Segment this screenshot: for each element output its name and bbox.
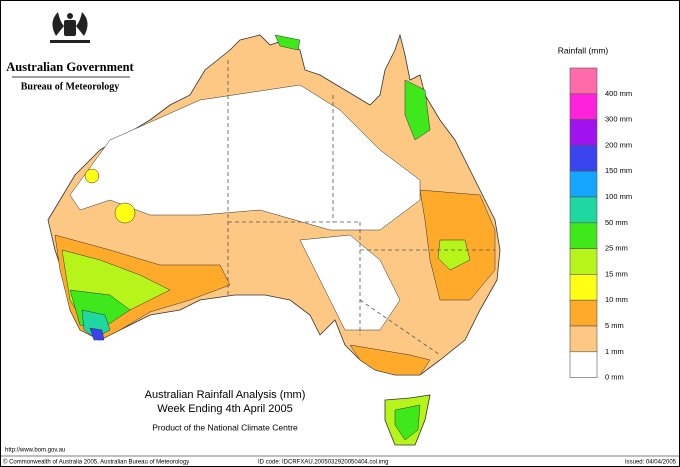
- legend-swatch: [569, 351, 598, 378]
- legend-swatch: [569, 93, 598, 120]
- legend-swatch: [569, 222, 598, 249]
- legend-label: 400 mm: [605, 89, 632, 98]
- legend-title: Rainfall (mm): [558, 45, 609, 55]
- rain-zones: [54, 34, 496, 441]
- legend-label: 100 mm: [605, 192, 632, 201]
- legend-swatch: [569, 170, 598, 198]
- legend-swatch: [569, 67, 598, 95]
- legend-label: 5 mm: [605, 321, 624, 330]
- legend-label: 15 mm: [605, 269, 628, 278]
- legend-swatch: [569, 274, 598, 301]
- legend-label: 1 mm: [605, 347, 624, 356]
- footer-copyright: © Commonwealth of Australia 2005, Austra…: [3, 459, 189, 466]
- header-subtitle: Bureau of Meteorology: [21, 81, 120, 92]
- legend-label: 25 mm: [605, 244, 628, 253]
- footer-issued: Issued: 04/04/2005: [625, 460, 677, 466]
- footer-url: http://www.bom.gov.au: [5, 448, 65, 454]
- coat-of-arms: [50, 12, 90, 43]
- footer-id: ID code: IDCRFXAU.2005032920050404.col.i…: [258, 460, 388, 466]
- legend-label: 300 mm: [605, 115, 632, 124]
- legend: 400 mm 300 mm 200 mm 150 mm 100 mm 50 mm 25 mm…: [569, 67, 632, 382]
- legend-swatch: [569, 196, 598, 224]
- legend-label: 50 mm: [605, 218, 628, 227]
- legend-label: 150 mm: [605, 166, 632, 175]
- legend-swatch: [569, 248, 598, 275]
- caption-title: Australian Rainfall Analysis (mm): [145, 389, 306, 401]
- legend-label: 0 mm: [605, 373, 624, 382]
- legend-swatch: [569, 299, 598, 327]
- legend-swatch: [569, 119, 598, 146]
- state-borders: [227, 60, 495, 356]
- legend-swatch: [569, 325, 598, 353]
- header-title: Australian Government: [6, 60, 134, 74]
- caption-subtitle: Week Ending 4th April 2005: [157, 403, 293, 415]
- legend-swatch: [569, 145, 598, 172]
- legend-label: 10 mm: [605, 295, 628, 304]
- caption-credit: Product of the National Climate Centre: [152, 422, 298, 432]
- legend-label: 200 mm: [605, 140, 632, 149]
